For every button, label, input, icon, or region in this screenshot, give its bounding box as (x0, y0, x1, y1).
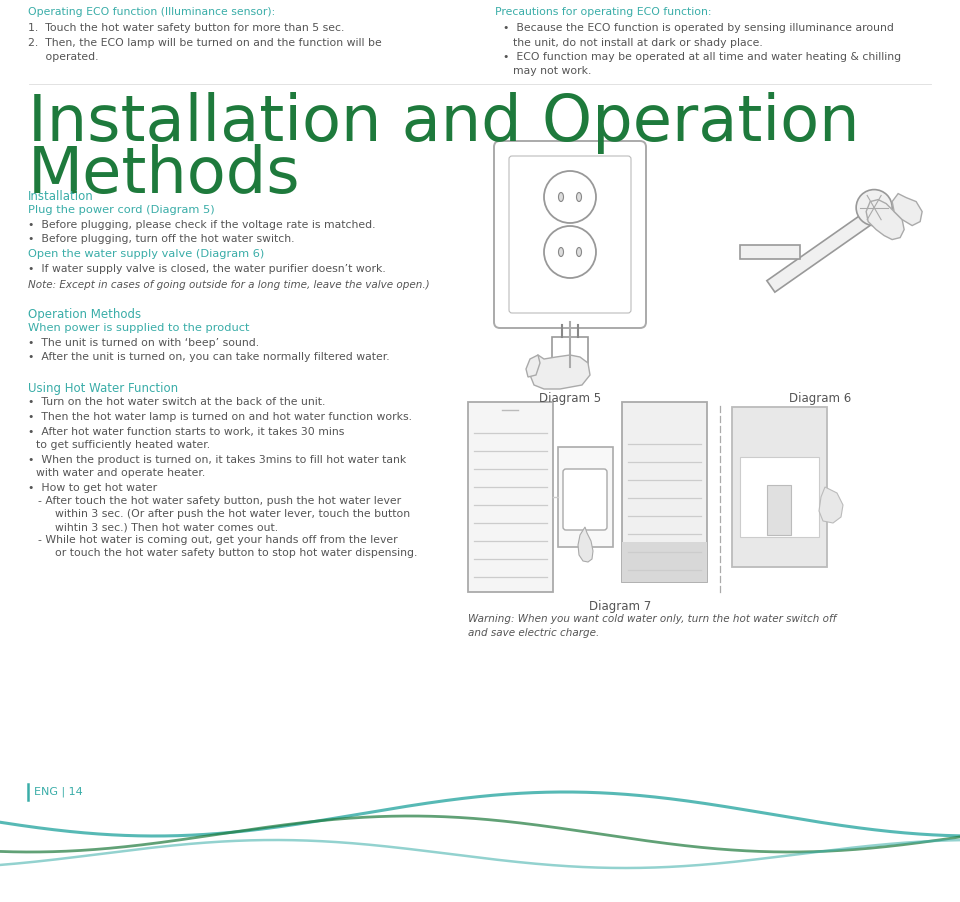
Text: •  ECO function may be operated at all time and water heating & chilling: • ECO function may be operated at all ti… (503, 52, 901, 62)
Polygon shape (530, 355, 590, 389)
Text: •  How to get hot water: • How to get hot water (28, 483, 157, 493)
Text: When power is supplied to the product: When power is supplied to the product (28, 323, 250, 333)
Polygon shape (892, 194, 923, 226)
Text: Diagram 5: Diagram 5 (539, 392, 601, 405)
Text: Using Hot Water Function: Using Hot Water Function (28, 382, 179, 395)
Text: Installation and Operation: Installation and Operation (28, 92, 859, 154)
Polygon shape (526, 355, 540, 377)
Text: and save electric charge.: and save electric charge. (468, 628, 599, 638)
Circle shape (544, 171, 596, 223)
Polygon shape (866, 199, 904, 240)
Circle shape (856, 189, 892, 226)
Text: with water and operate heater.: with water and operate heater. (36, 468, 205, 478)
Text: Note: Except in cases of going outside for a long time, leave the valve open.): Note: Except in cases of going outside f… (28, 280, 430, 290)
Polygon shape (819, 487, 843, 523)
Text: Precautions for operating ECO function:: Precautions for operating ECO function: (495, 7, 711, 17)
Text: •  After hot water function starts to work, it takes 30 mins: • After hot water function starts to wor… (28, 427, 345, 437)
Text: 2.  Then, the ECO lamp will be turned on and the function will be: 2. Then, the ECO lamp will be turned on … (28, 38, 382, 48)
Text: Diagram 7: Diagram 7 (588, 600, 651, 613)
Text: •  Before plugging, turn off the hot water switch.: • Before plugging, turn off the hot wate… (28, 234, 295, 244)
Text: •  When the product is turned on, it takes 3mins to fill hot water tank: • When the product is turned on, it take… (28, 455, 406, 465)
Text: •  Before plugging, please check if the voltage rate is matched.: • Before plugging, please check if the v… (28, 220, 375, 230)
Bar (767, 485, 791, 535)
Bar (740, 245, 800, 259)
Bar (622, 402, 707, 582)
Text: 1.  Touch the hot water safety button for more than 5 sec.: 1. Touch the hot water safety button for… (28, 23, 345, 33)
Text: •  Turn on the hot water switch at the back of the unit.: • Turn on the hot water switch at the ba… (28, 397, 325, 407)
Text: wihtin 3 sec.) Then hot water comes out.: wihtin 3 sec.) Then hot water comes out. (48, 522, 278, 532)
Bar (558, 447, 613, 547)
FancyBboxPatch shape (509, 156, 631, 313)
Text: •  The unit is turned on with ‘beep’ sound.: • The unit is turned on with ‘beep’ soun… (28, 338, 259, 348)
Text: Diagram 6: Diagram 6 (789, 392, 852, 405)
Bar (468, 402, 553, 592)
Text: Operating ECO function (Illuminance sensor):: Operating ECO function (Illuminance sens… (28, 7, 276, 17)
FancyBboxPatch shape (563, 469, 607, 530)
Ellipse shape (577, 192, 582, 201)
Text: Operation Methods: Operation Methods (28, 308, 141, 321)
Text: ENG | 14: ENG | 14 (34, 787, 83, 797)
Polygon shape (578, 527, 593, 562)
Text: Warning: When you want cold water only, turn the hot water switch off: Warning: When you want cold water only, … (468, 614, 836, 624)
Text: Open the water supply valve (Diagram 6): Open the water supply valve (Diagram 6) (28, 249, 264, 259)
Text: to get sufficiently heated water.: to get sufficiently heated water. (36, 440, 210, 450)
Text: may not work.: may not work. (513, 66, 591, 76)
Text: •  Then the hot water lamp is turned on and hot water function works.: • Then the hot water lamp is turned on a… (28, 412, 412, 422)
Text: •  Because the ECO function is operated by sensing illuminance around: • Because the ECO function is operated b… (503, 23, 894, 33)
Polygon shape (767, 212, 874, 292)
Circle shape (544, 226, 596, 278)
Ellipse shape (559, 247, 564, 256)
Text: or touch the hot water safety button to stop hot water dispensing.: or touch the hot water safety button to … (48, 548, 418, 558)
Text: the unit, do not install at dark or shady place.: the unit, do not install at dark or shad… (513, 38, 763, 48)
Ellipse shape (577, 247, 582, 256)
Ellipse shape (559, 192, 564, 201)
FancyBboxPatch shape (494, 141, 646, 328)
Bar (732, 407, 827, 567)
Text: - While hot water is coming out, get your hands off from the lever: - While hot water is coming out, get you… (38, 535, 397, 545)
Text: •  After the unit is turned on, you can take normally filtered water.: • After the unit is turned on, you can t… (28, 352, 390, 362)
Bar (622, 542, 707, 582)
Text: operated.: operated. (28, 52, 99, 62)
Text: within 3 sec. (Or after push the hot water lever, touch the button: within 3 sec. (Or after push the hot wat… (48, 509, 410, 519)
Text: Installation: Installation (28, 190, 94, 203)
Text: Plug the power cord (Diagram 5): Plug the power cord (Diagram 5) (28, 205, 215, 215)
Text: - After touch the hot water safety button, push the hot water lever: - After touch the hot water safety butto… (38, 496, 401, 506)
Text: Methods: Methods (28, 144, 300, 206)
Bar (552, 337, 588, 367)
Bar (740, 457, 819, 537)
Text: •  If water supply valve is closed, the water purifier doesn’t work.: • If water supply valve is closed, the w… (28, 264, 386, 274)
